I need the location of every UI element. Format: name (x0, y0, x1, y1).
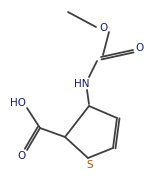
Text: O: O (135, 43, 143, 53)
Text: HN: HN (74, 79, 90, 89)
Text: HO: HO (10, 98, 26, 108)
Text: O: O (18, 151, 26, 161)
Text: O: O (99, 23, 107, 33)
Text: S: S (87, 160, 93, 170)
